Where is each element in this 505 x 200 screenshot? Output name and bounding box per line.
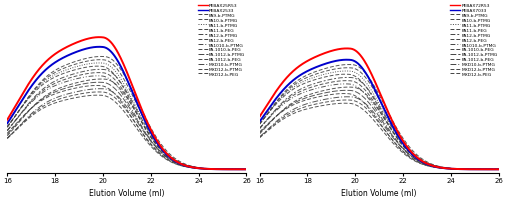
X-axis label: Elution Volume (ml): Elution Volume (ml) xyxy=(341,188,416,197)
X-axis label: Elution Volume (ml): Elution Volume (ml) xyxy=(89,188,164,197)
Legend: PEBAX25R53, PEBAX2533, PA9-b-PTMG, PA10-b-PTMG, PA11-b-PTMG, PA11-b-PEG, PA12-b-: PEBAX25R53, PEBAX2533, PA9-b-PTMG, PA10-… xyxy=(197,4,245,77)
Legend: PEBAX72R53, PEBAX7033, PA9-b-PTMG, PA10-b-PTMG, PA11-b-PTMG, PA11-b-PEG, PA12-b-: PEBAX72R53, PEBAX7033, PA9-b-PTMG, PA10-… xyxy=(449,4,497,77)
